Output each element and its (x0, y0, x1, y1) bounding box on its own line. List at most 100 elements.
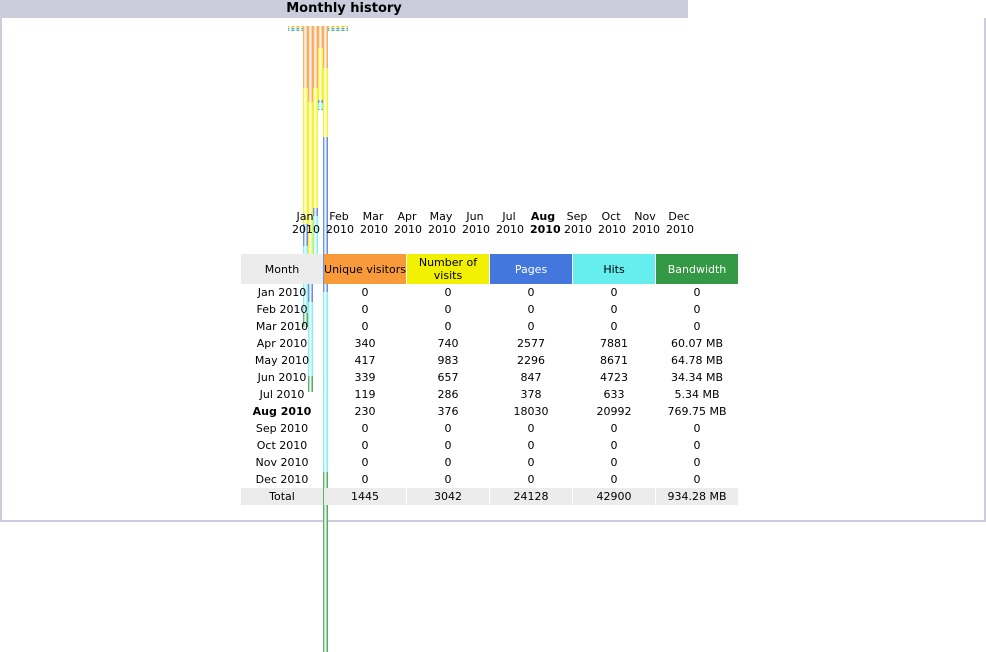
total-cell: 3042 (407, 488, 489, 505)
bar (308, 302, 313, 377)
bar (303, 313, 308, 328)
bar (338, 27, 343, 28)
value-cell: 4723 (600, 371, 628, 384)
bar (293, 26, 298, 27)
value-cell: 740 (437, 337, 459, 350)
bar (323, 136, 328, 292)
total-cell: 934.28 MB (656, 488, 738, 505)
bar (303, 223, 308, 246)
bar (338, 30, 343, 31)
month-cell: Feb 2010 (256, 303, 308, 316)
value-cell: 0 (361, 439, 369, 452)
value-cell: 0 (610, 473, 618, 486)
value-cell: 769.75 MB (667, 405, 727, 418)
value-cell: 983 (437, 354, 459, 367)
value-cell: 657 (437, 371, 459, 384)
value-cell: 0 (527, 303, 535, 316)
value-cell: 417 (354, 354, 376, 367)
value-cell: 0 (444, 320, 452, 333)
value-cell: 0 (610, 303, 618, 316)
section-title: Monthly history (0, 0, 688, 18)
bar (328, 26, 333, 27)
total-cell: 1445 (324, 488, 406, 505)
bar (298, 30, 303, 31)
bar (323, 26, 328, 69)
value-cell: 0 (610, 456, 618, 469)
chart (288, 26, 348, 652)
month-group (328, 26, 333, 206)
value-cell: 0 (361, 320, 369, 333)
month-group (338, 26, 343, 206)
value-cell: 0 (693, 439, 701, 452)
column-header: Pages (490, 254, 572, 284)
value-cell: 5.34 MB (674, 388, 720, 401)
table-row: Sep 2010 0 0 0 0 0 (241, 420, 738, 437)
bar (293, 30, 298, 31)
value-cell: 0 (610, 439, 618, 452)
bar (338, 26, 343, 27)
bar (303, 88, 308, 224)
value-cell: 0 (527, 422, 535, 435)
table-row: Aug 2010 230 376 18030 20992 769.75 MB (241, 403, 738, 420)
table-row: Feb 2010 0 0 0 0 0 (241, 301, 738, 318)
bar (308, 376, 313, 392)
bar (293, 29, 298, 30)
column-header: Hits (573, 254, 655, 284)
bar (298, 27, 303, 28)
bar (303, 26, 308, 89)
column-header: Bandwidth (656, 254, 738, 284)
value-cell: 2577 (517, 337, 545, 350)
table-row: Jun 2010 339 657 847 4723 34.34 MB (241, 369, 738, 386)
value-cell: 340 (354, 337, 376, 350)
month-group (288, 26, 293, 206)
total-cell: 42900 (573, 488, 655, 505)
value-cell: 0 (693, 286, 701, 299)
table-row: Dec 2010 0 0 0 0 0 (241, 471, 738, 488)
month-cell: Mar 2010 (255, 320, 309, 333)
value-cell: 0 (527, 320, 535, 333)
bar (288, 28, 293, 29)
value-cell: 847 (520, 371, 542, 384)
value-cell: 7881 (600, 337, 628, 350)
total-label: Total (241, 488, 323, 505)
value-cell: 0 (361, 422, 369, 435)
bar (323, 291, 328, 472)
value-cell: 0 (444, 473, 452, 486)
bar (313, 26, 318, 89)
value-cell: 0 (693, 422, 701, 435)
bar (318, 103, 323, 109)
bar (333, 27, 338, 28)
table-row: Jan 2010 0 0 0 0 0 (241, 284, 738, 301)
table-row: Jul 2010 119 286 378 633 5.34 MB (241, 386, 738, 403)
value-cell: 0 (527, 473, 535, 486)
value-cell: 0 (444, 422, 452, 435)
bar (298, 26, 303, 27)
bar (343, 28, 348, 29)
bar (323, 68, 328, 137)
month-cell: May 2010 (254, 354, 310, 367)
bar (318, 47, 323, 101)
bar (343, 30, 348, 31)
bar (343, 27, 348, 28)
value-cell: 339 (354, 371, 376, 384)
value-cell: 0 (693, 456, 701, 469)
bar (313, 88, 318, 209)
bar (338, 28, 343, 29)
month-group (343, 26, 348, 206)
value-cell: 0 (610, 422, 618, 435)
value-cell: 633 (603, 388, 625, 401)
x-tick-label: Sep 2010 (564, 210, 592, 236)
total-cell: 24128 (490, 488, 572, 505)
bar (308, 102, 313, 283)
x-tick-label: Jun 2010 (462, 210, 490, 236)
bar (333, 28, 338, 29)
value-cell: 0 (610, 286, 618, 299)
value-cell: 0 (444, 439, 452, 452)
x-tick-label: Mar 2010 (360, 210, 388, 236)
month-cell: Sep 2010 (255, 422, 309, 435)
month-cell: Apr 2010 (256, 337, 308, 350)
month-group (298, 26, 303, 206)
value-cell: 119 (354, 388, 376, 401)
bar (313, 215, 318, 257)
